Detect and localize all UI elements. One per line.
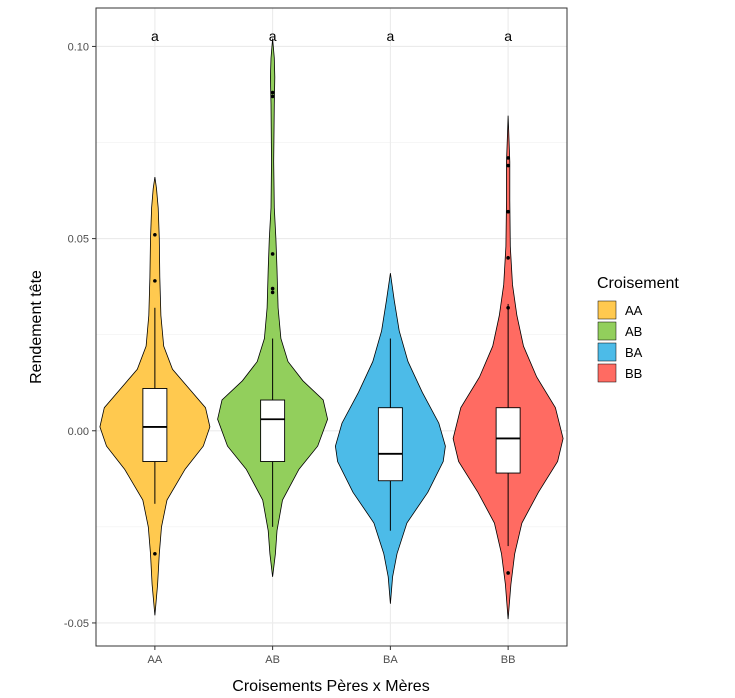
significance-letter: a xyxy=(151,28,159,44)
x-tick-label: BA xyxy=(383,654,398,666)
outlier-point xyxy=(506,256,510,260)
box-bb xyxy=(495,407,521,474)
legend-title: Croisement xyxy=(597,275,679,292)
outlier-point xyxy=(506,209,510,214)
legend-label-bb: BB xyxy=(625,366,642,381)
x-tick-label: BB xyxy=(501,654,516,666)
legend-label-ba: BA xyxy=(625,345,643,360)
legend: Croisement AA AB BA BB xyxy=(597,275,679,383)
legend-label-ab: AB xyxy=(625,324,642,339)
outlier-point xyxy=(506,163,510,168)
plot-border xyxy=(95,7,568,647)
y-tick-label: 0.10 xyxy=(68,41,89,53)
outlier-point xyxy=(506,305,510,310)
x-tick-label: AA xyxy=(148,654,163,666)
legend-label-aa: AA xyxy=(625,303,643,318)
outlier-point xyxy=(270,252,275,256)
outlier-point xyxy=(506,156,510,160)
outlier-point xyxy=(153,279,157,283)
outlier-point xyxy=(153,232,157,237)
outlier-point xyxy=(270,94,275,99)
significance-letter: a xyxy=(386,28,394,44)
x-axis-title: Croisements Pères x Mères xyxy=(232,678,429,695)
y-axis-title: Rendement tête xyxy=(28,270,45,384)
outlier-point xyxy=(270,286,275,291)
outlier-point xyxy=(270,90,275,95)
box-aa xyxy=(142,388,168,462)
legend-swatch-aa xyxy=(597,300,617,320)
significance-letter: a xyxy=(269,28,277,44)
legend-swatch-ab xyxy=(597,321,617,341)
axes: -0.05 0.00 0.05 0.10 AA AB BA BB xyxy=(64,41,516,666)
y-tick-label: 0.00 xyxy=(68,426,89,438)
legend-swatch-ba xyxy=(597,342,617,362)
x-tick-label: AB xyxy=(265,654,280,666)
legend-swatch-bb xyxy=(597,363,617,383)
outlier-point xyxy=(506,571,510,575)
outlier-point xyxy=(270,290,275,295)
plot-panel xyxy=(96,8,567,646)
y-tick-label: 0.05 xyxy=(68,234,89,246)
y-tick-label: -0.05 xyxy=(64,618,89,630)
box-ba xyxy=(377,407,403,482)
significance-letter: a xyxy=(504,28,512,44)
outlier-point xyxy=(153,551,157,556)
box-ab xyxy=(260,399,286,462)
violin-ab xyxy=(217,38,329,577)
